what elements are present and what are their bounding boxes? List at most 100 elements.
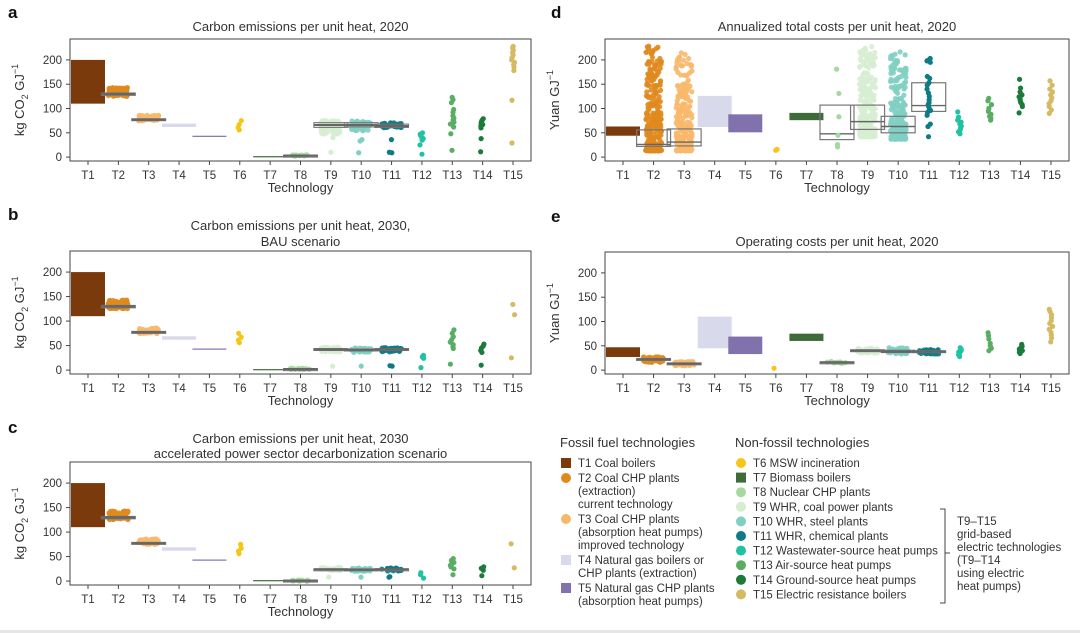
x-tick-label: T3 xyxy=(142,383,155,395)
x-tick-label: T7 xyxy=(800,170,813,182)
x-tick-label: T14 xyxy=(473,170,493,182)
data-point xyxy=(124,84,131,91)
data-point xyxy=(682,130,689,136)
data-point xyxy=(903,66,909,73)
series-t11 xyxy=(911,55,947,140)
data-point xyxy=(116,85,123,92)
x-axis-label: Technology xyxy=(804,180,870,195)
data-point xyxy=(899,106,905,113)
data-point xyxy=(236,121,242,128)
x-tick-label: T8 xyxy=(294,383,307,395)
data-point xyxy=(480,116,486,122)
data-point xyxy=(1017,85,1024,91)
legend-label: T14 Ground-source heat pumps xyxy=(753,575,916,587)
data-point xyxy=(645,94,651,100)
legend-label: T7 Biomass boilers xyxy=(753,473,851,485)
x-tick-label: T11 xyxy=(382,594,401,606)
x-tick-label: T1 xyxy=(81,383,94,395)
legend-label: T6 MSW incineration xyxy=(753,458,860,470)
y-tick-label: 0 xyxy=(56,152,62,164)
data-point xyxy=(451,327,457,333)
x-tick-label: T7 xyxy=(800,383,813,395)
series-t5 xyxy=(192,348,227,350)
data-point xyxy=(673,113,679,120)
x-tick-label: T15 xyxy=(503,383,523,395)
data-point xyxy=(1016,110,1022,116)
series-t9 xyxy=(313,344,349,369)
panel-letter: b xyxy=(8,205,18,224)
x-tick-label: T10 xyxy=(888,170,908,182)
data-point xyxy=(869,44,875,50)
x-tick-label: T1 xyxy=(81,170,94,182)
x-tick-label: T9 xyxy=(324,594,337,606)
data-point xyxy=(652,90,658,96)
range-bar xyxy=(71,483,105,528)
series-t1 xyxy=(606,347,640,357)
data-point xyxy=(674,101,680,108)
data-point xyxy=(387,574,393,580)
panel-title: Carbon emissions per unit heat, 2020 xyxy=(192,19,408,34)
data-point xyxy=(858,121,864,127)
data-point xyxy=(891,78,897,84)
data-point xyxy=(987,340,993,346)
legend-item-t15: T15 Electric resistance boilers xyxy=(736,589,907,601)
y-axis-label: kg CO2 GJ−1 xyxy=(10,276,30,348)
data-point xyxy=(895,126,902,132)
data-point xyxy=(330,363,336,369)
data-point xyxy=(419,130,426,136)
data-point xyxy=(680,115,686,121)
panel-d: d Annualized total costs per unit heat, 2… xyxy=(545,3,1070,195)
series-t13 xyxy=(447,94,457,153)
legend-item-t13: T13 Air-source heat pumps xyxy=(736,560,891,572)
iqr-box xyxy=(880,115,916,134)
panel-a: a Carbon emissions per unit heat, 2020 0 50… xyxy=(8,3,532,195)
data-point xyxy=(897,49,903,55)
data-point xyxy=(678,123,684,129)
panel-title: Carbon emissions per unit heat, 2030 xyxy=(192,431,408,446)
series-t5 xyxy=(192,135,227,137)
legend-heading: Fossil fuel technologies xyxy=(560,435,696,450)
data-point xyxy=(106,85,112,92)
data-point xyxy=(655,97,662,103)
series-t2 xyxy=(100,84,136,99)
y-tick-label: 100 xyxy=(578,104,597,116)
legend-label: CHP plants (extraction) xyxy=(578,568,697,580)
series-t6 xyxy=(235,330,244,346)
series-t3 xyxy=(131,325,167,337)
x-tick-label: T6 xyxy=(233,383,246,395)
range-bar xyxy=(697,95,732,127)
data-point xyxy=(481,564,487,570)
series-t14 xyxy=(478,564,487,579)
data-point xyxy=(888,100,894,106)
data-point xyxy=(646,60,652,66)
x-tick-label: T5 xyxy=(739,383,752,395)
data-point xyxy=(679,63,686,69)
x-tick-label: T4 xyxy=(172,594,186,606)
data-point xyxy=(868,74,874,80)
x-tick-label: T4 xyxy=(172,383,186,395)
bracket-note-line: heat pumps) xyxy=(957,581,1021,593)
data-point xyxy=(902,136,909,142)
series-t4 xyxy=(697,95,732,127)
series-t14 xyxy=(478,341,487,368)
x-tick-label: T14 xyxy=(473,383,493,395)
x-tick-label: T15 xyxy=(1041,383,1061,395)
range-bar xyxy=(192,348,227,350)
legend-nonfossil: Non-fossil technologies T6 MSW incinerati… xyxy=(735,435,938,601)
plot-frame xyxy=(69,461,532,586)
data-point xyxy=(478,136,484,142)
legend-swatch-circle xyxy=(736,574,746,585)
data-point xyxy=(688,63,695,69)
range-bar xyxy=(697,316,732,349)
range-bar xyxy=(192,135,227,137)
legend-label: T5 Natural gas CHP plants xyxy=(578,583,715,595)
series-t9 xyxy=(313,117,349,155)
range-bar xyxy=(253,156,288,158)
x-tick-label: T10 xyxy=(351,170,371,182)
x-tick-label: T1 xyxy=(616,170,629,182)
legend-item-t5: T5 Natural gas CHP plants(absorption hea… xyxy=(561,583,715,608)
series-t15 xyxy=(509,43,518,146)
panel-letter: c xyxy=(8,418,17,437)
data-point xyxy=(891,135,897,142)
data-point xyxy=(508,355,514,361)
